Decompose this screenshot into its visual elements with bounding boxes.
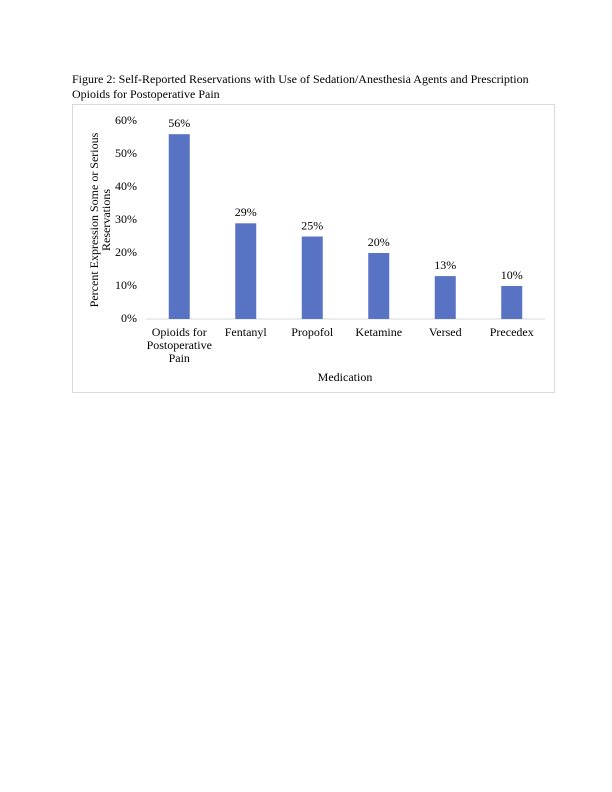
data-label: 13% <box>434 258 456 272</box>
y-axis-title: Percent Expression Some or Serious Reser… <box>87 132 113 308</box>
data-label: 10% <box>501 268 523 282</box>
x-axis-title: Medication <box>317 370 373 384</box>
bar <box>368 253 390 319</box>
x-tick-label: Fentanyl <box>224 325 267 339</box>
x-tick-label: Opioids for Postoperative Pain <box>146 325 212 365</box>
data-label: 29% <box>235 205 257 219</box>
data-label: 56% <box>168 116 190 130</box>
bar <box>235 223 257 319</box>
bar <box>301 236 323 319</box>
x-tick-label: Precedex <box>489 325 534 339</box>
y-tick-label: 50% <box>115 146 137 160</box>
y-tick-label: 30% <box>115 212 137 226</box>
bar <box>168 134 190 319</box>
x-tick-label: Propofol <box>291 325 334 339</box>
figure-caption: Figure 2: Self-Reported Reservations wit… <box>72 72 529 101</box>
bar <box>434 276 456 319</box>
x-tick-label: Ketamine <box>355 325 403 339</box>
data-label: 20% <box>368 235 390 249</box>
y-tick-label: 40% <box>115 179 137 193</box>
x-tick-label: Versed <box>428 325 462 339</box>
y-tick-label: 10% <box>115 278 137 292</box>
data-label: 25% <box>301 218 323 232</box>
y-tick-label: 20% <box>115 245 137 259</box>
y-tick-label: 60% <box>115 113 137 127</box>
chart-frame <box>72 104 555 393</box>
y-tick-label: 0% <box>121 311 137 325</box>
bar <box>501 286 523 319</box>
